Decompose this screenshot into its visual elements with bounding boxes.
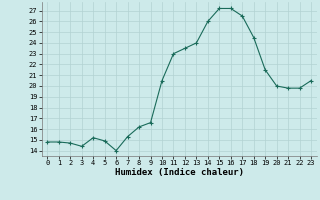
X-axis label: Humidex (Indice chaleur): Humidex (Indice chaleur) [115,168,244,177]
